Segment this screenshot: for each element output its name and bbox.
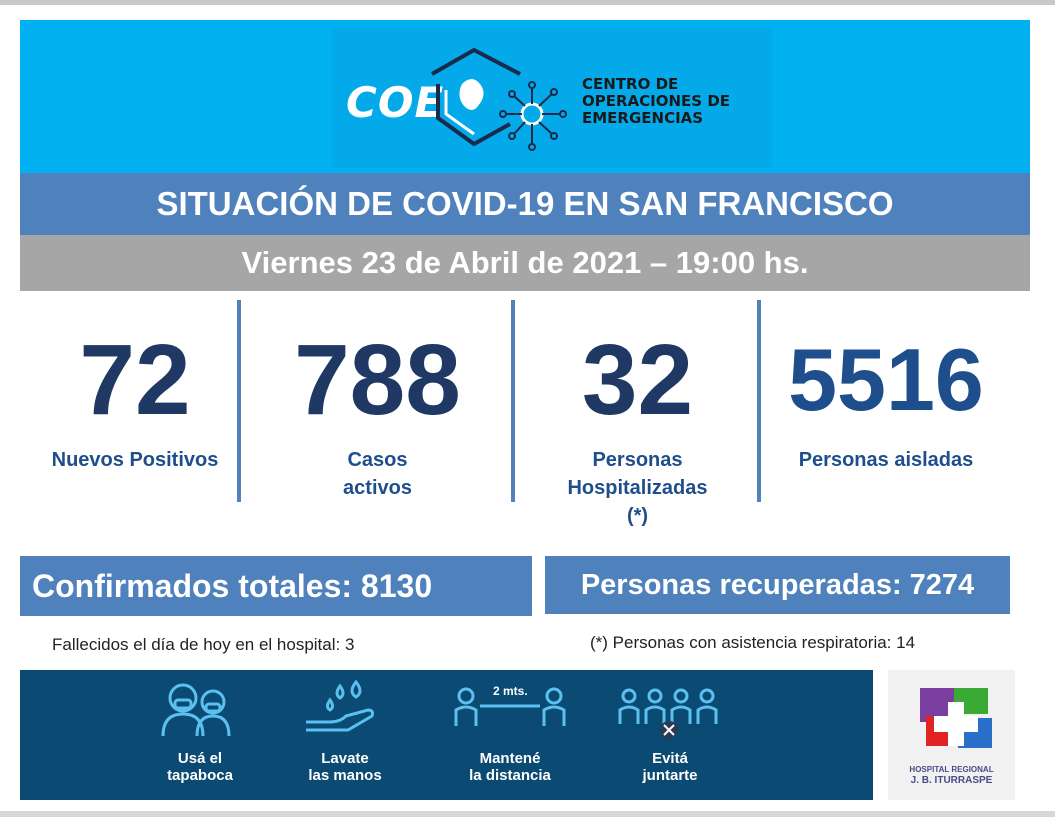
- stat-label-line: Hospitalizadas: [567, 477, 708, 499]
- stat-label-line: Nuevos Positivos: [51, 449, 219, 471]
- hospital-cross-icon: [920, 688, 992, 748]
- org-name-line: CENTRO DE: [582, 75, 679, 93]
- wash-hands-icon: [306, 679, 374, 732]
- tip-distance: 2 mts. Mantené la distancia: [435, 670, 585, 800]
- stat-label-line: Personas: [592, 449, 683, 471]
- coe-acronym: COE: [346, 78, 445, 127]
- stat-isolated-label: Personas aisladas: [766, 446, 1006, 474]
- stat-divider: [757, 300, 761, 502]
- mask-people-icon: [161, 683, 231, 737]
- stat-active-cases-value: 788: [294, 324, 461, 436]
- hospital-name-line: J. B. ITURRASPE: [910, 775, 993, 786]
- bottom-border: [0, 811, 1055, 817]
- tip-wash-hands: Lavate las manos: [270, 670, 420, 800]
- hospital-name: HOSPITAL REGIONAL J. B. ITURRASPE: [888, 764, 1015, 787]
- tip-distance-label: Mantené la distancia: [435, 750, 585, 784]
- prevention-banner: Usá el tapaboca Lavate las manos 2: [20, 670, 873, 800]
- stat-divider: [237, 300, 241, 502]
- stat-label-line: (*): [626, 505, 649, 527]
- tip-mask: Usá el tapaboca: [125, 670, 275, 800]
- hospital-name-line: HOSPITAL REGIONAL: [909, 765, 994, 774]
- stat-divider: [511, 300, 515, 502]
- tip-line: la distancia: [469, 767, 551, 784]
- stat-hospitalized-value: 32: [581, 324, 694, 436]
- stat-isolated-value: 5516: [788, 330, 984, 429]
- tip-line: Mantené: [479, 750, 541, 767]
- tip-line: las manos: [308, 767, 382, 784]
- tip-no-crowd-label: Evitá juntarte: [595, 750, 745, 784]
- respiratory-note: (*) Personas con asistencia respiratoria…: [590, 633, 916, 652]
- top-border: [0, 0, 1055, 5]
- coe-network-icon: [431, 47, 567, 151]
- confirmed-total-box: Confirmados totales: 8130: [20, 556, 532, 616]
- tip-line: juntarte: [642, 767, 698, 784]
- org-name-line: EMERGENCIAS: [582, 109, 704, 127]
- hospital-logo: HOSPITAL REGIONAL J. B. ITURRASPE: [888, 670, 1015, 800]
- org-name-line: OPERACIONES DE: [582, 92, 731, 110]
- deaths-note: Fallecidos el día de hoy en el hospital:…: [52, 635, 355, 654]
- stat-label-line: Personas aisladas: [798, 449, 974, 471]
- tip-wash-hands-label: Lavate las manos: [270, 750, 420, 784]
- tip-line: Lavate: [321, 750, 369, 767]
- tip-mask-label: Usá el tapaboca: [125, 750, 275, 784]
- tip-line: Usá el: [177, 750, 223, 767]
- org-name: CENTRO DE OPERACIONES DE EMERGENCIAS: [582, 76, 782, 127]
- stat-active-cases-label: Casos activos: [250, 446, 505, 502]
- tip-line: Evitá: [652, 750, 688, 767]
- recovered-total-box: Personas recuperadas: 7274: [545, 556, 1010, 614]
- tip-line: tapaboca: [167, 767, 233, 784]
- stat-hospitalized-label: Personas Hospitalizadas (*): [520, 446, 755, 530]
- stat-label-line: Casos: [347, 449, 408, 471]
- page-title: SITUACIÓN DE COVID-19 EN SAN FRANCISCO: [20, 173, 1030, 235]
- tip-no-crowd: Evitá juntarte: [595, 670, 745, 800]
- distance-tag: 2 mts.: [493, 684, 528, 698]
- stat-new-positives-value: 72: [79, 324, 191, 436]
- report-date: Viernes 23 de Abril de 2021 – 19:00 hs.: [20, 235, 1030, 291]
- no-crowd-icon: [618, 688, 718, 739]
- stat-label-line: activos: [343, 477, 412, 499]
- distance-icon: [454, 687, 566, 726]
- stat-new-positives-label: Nuevos Positivos: [30, 446, 240, 474]
- coe-logo-block: [332, 28, 772, 168]
